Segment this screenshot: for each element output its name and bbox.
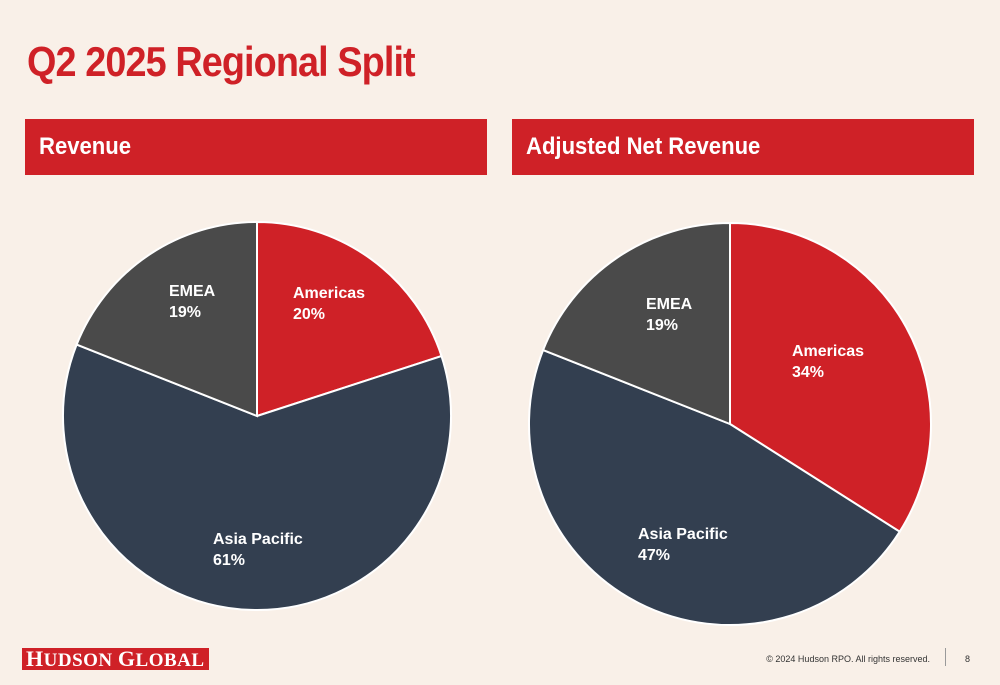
logo-text: HUDSON GLOBAL — [26, 646, 205, 672]
revenue-header: Revenue — [25, 119, 487, 175]
pie-chart-adjusted-net-revenue: Americas 34% Asia Pacific 47% EMEA 19% — [528, 221, 932, 626]
slice-value-americas: 34% — [792, 364, 824, 381]
slice-label-emea: EMEA — [169, 283, 216, 300]
pie-chart-revenue: Americas 20% Asia Pacific 61% EMEA 19% — [62, 220, 452, 611]
adjusted-net-revenue-header-label: Adjusted Net Revenue — [526, 133, 761, 160]
pie-slice-emea — [541, 221, 731, 426]
slice-value-emea: 19% — [646, 317, 678, 334]
page-title: Q2 2025 Regional Split — [27, 38, 416, 85]
pie-slice-asia-pacific — [62, 343, 452, 611]
slice-label-americas: Americas — [792, 343, 864, 360]
slice-label-asia-pacific: Asia Pacific — [638, 526, 728, 543]
hudson-global-logo: HUDSON GLOBAL — [22, 646, 209, 672]
slice-value-asia-pacific: 61% — [213, 552, 245, 569]
pie-slice-americas — [256, 220, 443, 418]
footer-divider — [945, 648, 946, 666]
slice-label-americas: Americas — [293, 285, 365, 302]
pie-slice-emea — [75, 220, 258, 418]
slice-value-asia-pacific: 47% — [638, 547, 670, 564]
slice-value-americas: 20% — [293, 306, 325, 323]
page-number: 8 — [965, 654, 971, 664]
pie-slice-asia-pacific — [528, 348, 902, 626]
slice-label-emea: EMEA — [646, 296, 693, 313]
copyright-text: © 2024 Hudson RPO. All rights reserved. — [766, 654, 930, 664]
adjusted-net-revenue-header: Adjusted Net Revenue — [512, 119, 974, 175]
revenue-header-label: Revenue — [39, 133, 132, 160]
slice-label-asia-pacific: Asia Pacific — [213, 531, 303, 548]
slice-value-emea: 19% — [169, 304, 201, 321]
pie-slice-americas — [729, 221, 932, 534]
